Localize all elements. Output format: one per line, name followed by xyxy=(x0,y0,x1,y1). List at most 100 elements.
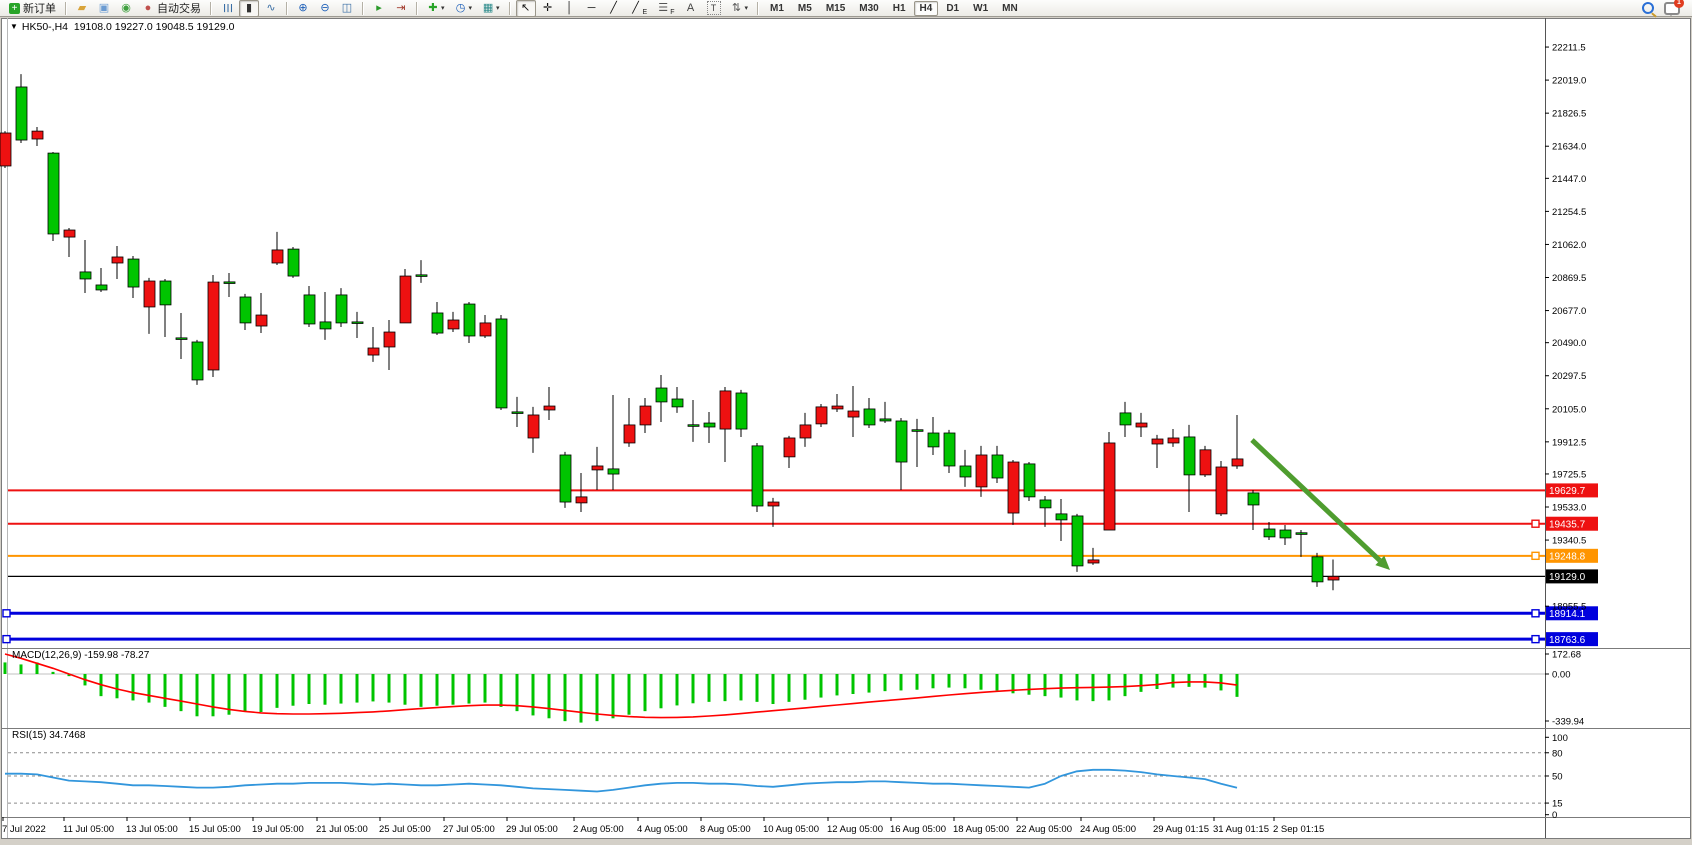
candle xyxy=(287,248,300,277)
timeframe-m15[interactable]: M15 xyxy=(825,2,846,14)
rsi-tick-label: 15 xyxy=(1552,799,1563,810)
candle xyxy=(1295,532,1308,535)
crosshair-button[interactable]: ✛ xyxy=(538,0,558,17)
autotrade-button[interactable]: ● 自动交易 xyxy=(138,0,205,17)
candle xyxy=(1151,438,1164,445)
macd-bar xyxy=(339,674,343,704)
chevron-down-icon[interactable]: ▾ xyxy=(468,5,473,12)
macd-bar xyxy=(835,674,839,696)
macd-bar xyxy=(723,674,727,702)
community-button[interactable]: ▣ xyxy=(94,0,114,17)
macd-bar xyxy=(931,674,935,689)
macd-bar xyxy=(1123,674,1127,697)
chevron-down-icon[interactable]: ▾ xyxy=(496,5,500,12)
candle xyxy=(703,422,716,428)
price-badge-label: 19129.0 xyxy=(1549,572,1586,583)
chevron-down-icon[interactable]: ▾ xyxy=(744,5,749,12)
hline-button[interactable]: ─ xyxy=(582,0,602,17)
candle xyxy=(415,274,428,277)
macd-bar xyxy=(419,674,423,707)
fibo-button[interactable]: ☰ F xyxy=(653,0,678,17)
rsi-tick-label: 100 xyxy=(1552,733,1568,744)
timeframe-m30[interactable]: M30 xyxy=(859,2,879,14)
candle xyxy=(463,303,476,337)
macd-bar xyxy=(259,674,263,712)
toolbar: + 新订单 ▰ ▣ ◉ ● 自动交易 ☰ ▮ ∿ ⊕ ⊖ ◫ ▸ ⇥ ✚ ▾ ◷ ▾ ▦ ▾ ↖ ✛ │ ─ ╱ ╱ E ☰ F A T ⇅ ▾ M… xyxy=(0,0,1692,17)
candle xyxy=(1023,463,1036,498)
tile-windows-button[interactable]: ◫ xyxy=(337,0,357,17)
price-badge-label: 19629.7 xyxy=(1549,486,1586,497)
macd-tick-label: 0.00 xyxy=(1552,670,1571,681)
candle xyxy=(895,420,908,463)
candle xyxy=(1231,458,1244,467)
hline-handle-left-18914.1[interactable] xyxy=(2,609,11,618)
hline-handle-right-19248.8[interactable] xyxy=(1531,551,1540,561)
trend-arrow-head[interactable] xyxy=(1375,555,1390,570)
cursor-button[interactable]: ↖ xyxy=(515,0,536,17)
text-label-icon: T xyxy=(706,1,721,15)
macd-bar xyxy=(979,674,983,690)
time-label: 12 Aug 05:00 xyxy=(827,824,883,835)
new-order-button[interactable]: + 新订单 xyxy=(5,0,60,17)
candle xyxy=(31,130,44,140)
candle xyxy=(271,249,284,264)
candle xyxy=(239,296,252,324)
shapes-button[interactable]: ⇅ ▾ xyxy=(727,0,753,17)
candle xyxy=(1119,412,1132,426)
timeframe-w1[interactable]: W1 xyxy=(973,2,989,14)
gold-button[interactable]: ▰ xyxy=(72,0,92,17)
timeframe-mn[interactable]: MN xyxy=(1002,2,1018,14)
timeframe-h1[interactable]: H1 xyxy=(892,2,906,14)
channel-button[interactable]: ╱ E xyxy=(626,0,652,17)
trend-arrow-shaft[interactable] xyxy=(1250,438,1382,563)
macd-bar xyxy=(355,674,359,703)
candle xyxy=(879,418,892,422)
macd-bar xyxy=(643,674,647,712)
label-button[interactable]: T xyxy=(703,0,725,17)
chart-dropdown-icon[interactable]: ▼ xyxy=(10,22,18,31)
macd-bar xyxy=(883,674,887,692)
hline-handle-right-18763.6[interactable] xyxy=(1531,634,1540,644)
trendline-button[interactable]: ╱ xyxy=(604,0,624,17)
macd-bar xyxy=(179,674,183,712)
macd-bar xyxy=(323,674,327,705)
timeframe-m5[interactable]: M5 xyxy=(797,2,812,14)
macd-bar xyxy=(275,674,279,708)
auto-scroll-button[interactable]: ▸ xyxy=(369,0,389,17)
indicators-button[interactable]: ✚ ▾ xyxy=(423,0,449,17)
timeframe-d1[interactable]: D1 xyxy=(946,2,960,14)
clock-icon: ◷ xyxy=(455,2,466,14)
price-badge xyxy=(1546,569,1598,584)
candle xyxy=(63,229,76,238)
signals-button[interactable]: ◉ xyxy=(116,0,136,17)
bar-chart-button[interactable]: ☰ xyxy=(217,0,237,17)
new-order-icon: + xyxy=(9,2,20,14)
candlestick-button[interactable]: ▮ xyxy=(239,0,259,17)
line-chart-button[interactable]: ∿ xyxy=(261,0,281,17)
zoom-out-button[interactable]: ⊖ xyxy=(315,0,335,17)
macd-bar xyxy=(1139,674,1143,692)
hline-handle-right-19435.7[interactable] xyxy=(1531,519,1540,528)
macd-bar xyxy=(867,674,871,693)
text-icon: A xyxy=(686,2,695,14)
timeframe-h4[interactable]: H4 xyxy=(913,0,939,16)
candle xyxy=(303,294,316,325)
macd-bar xyxy=(307,674,311,704)
macd-bar xyxy=(163,674,167,707)
chart-shift-button[interactable]: ⇥ xyxy=(391,0,411,17)
search-icon[interactable] xyxy=(1642,2,1654,14)
templates-button[interactable]: ▦ ▾ xyxy=(478,0,504,17)
time-label: 29 Aug 01:15 xyxy=(1153,824,1209,835)
zoom-in-button[interactable]: ⊕ xyxy=(293,0,313,17)
chevron-down-icon[interactable]: ▾ xyxy=(441,5,445,12)
vline-button[interactable]: │ xyxy=(560,0,580,17)
hline-handle-left-18763.6[interactable] xyxy=(2,634,11,644)
chat-icon[interactable]: 1 xyxy=(1664,0,1684,16)
hline-handle-right-18914.1[interactable] xyxy=(1531,609,1540,618)
candle xyxy=(751,445,764,507)
periods-button[interactable]: ◷ ▾ xyxy=(451,0,477,17)
macd-bar xyxy=(563,674,567,722)
text-button[interactable]: A xyxy=(681,0,701,17)
timeframe-m1[interactable]: M1 xyxy=(770,2,784,14)
macd-bar xyxy=(755,674,759,702)
